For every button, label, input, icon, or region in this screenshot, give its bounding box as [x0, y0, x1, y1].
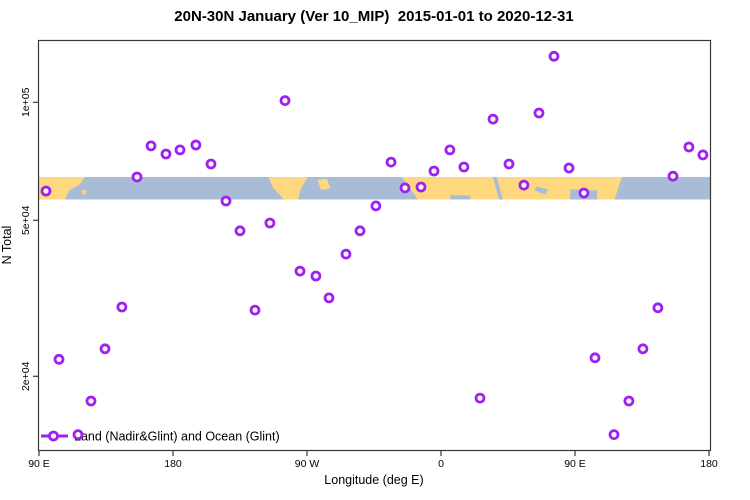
- x-tick-label: 90 E: [564, 458, 586, 470]
- data-point: [174, 144, 186, 156]
- data-point: [310, 270, 322, 282]
- y-tick-label: 1e+05: [20, 87, 32, 117]
- data-point: [652, 302, 664, 314]
- data-point: [220, 195, 232, 207]
- data-point: [279, 95, 291, 106]
- map-band-land: [81, 190, 86, 195]
- data-point: [563, 162, 575, 174]
- data-point: [40, 185, 52, 197]
- data-point: [145, 140, 157, 152]
- data-point: [294, 265, 306, 277]
- data-point: [578, 187, 590, 199]
- data-point: [234, 225, 246, 237]
- data-point: [548, 50, 560, 62]
- chart-title: 20N-30N January (Ver 10_MIP) 2015-01-01 …: [174, 8, 573, 25]
- x-tick-label: 0: [438, 458, 444, 470]
- data-point: [667, 170, 679, 182]
- data-point: [323, 292, 335, 304]
- plot-border: [37, 39, 712, 452]
- data-point: [249, 304, 261, 316]
- data-point: [385, 156, 397, 168]
- data-point: [205, 158, 217, 170]
- data-point: [131, 171, 143, 183]
- data-point: [637, 343, 649, 355]
- data-point: [370, 200, 382, 212]
- map-band-ocean-cutout: [449, 195, 471, 200]
- data-point: [99, 343, 111, 355]
- y-tick-label: 2e+04: [20, 361, 32, 391]
- data-point: [518, 179, 530, 191]
- data-point: [444, 144, 456, 156]
- data-point: [340, 248, 352, 260]
- data-point: [474, 392, 486, 404]
- x-tick-label: 180: [700, 458, 718, 470]
- data-point: [415, 181, 427, 193]
- data-point: [72, 429, 84, 441]
- data-point: [503, 158, 515, 170]
- y-tick-label: 5e+04: [20, 205, 32, 235]
- data-point: [190, 139, 202, 151]
- data-point: [428, 165, 440, 177]
- data-point: [458, 161, 470, 173]
- data-point: [116, 301, 128, 313]
- map-band-ocean-cutout: [534, 186, 549, 195]
- x-tick-label: 90 E: [28, 458, 50, 470]
- data-point: [85, 395, 97, 407]
- data-point: [697, 149, 709, 161]
- data-point: [399, 182, 411, 194]
- data-point: [354, 225, 366, 237]
- y-axis-label: N Total: [0, 226, 14, 265]
- data-point: [53, 353, 65, 365]
- legend-label: Land (Nadir&Glint) and Ocean (Glint): [74, 430, 280, 444]
- map-band-land: [402, 177, 622, 200]
- x-tick-label: 180: [164, 458, 182, 470]
- map-band-ocean-cutout: [492, 177, 503, 200]
- map-band-land: [317, 178, 331, 190]
- data-point: [533, 107, 545, 119]
- data-point: [589, 352, 601, 364]
- data-point: [683, 141, 695, 153]
- x-axis-label: Longitude (deg E): [324, 473, 423, 487]
- data-point: [264, 217, 276, 229]
- map-band-land: [268, 177, 308, 200]
- legend-marker: [48, 430, 59, 442]
- data-point: [487, 113, 499, 125]
- data-point: [608, 429, 620, 441]
- data-point: [160, 148, 172, 160]
- data-point: [623, 395, 635, 407]
- x-tick-label: 90 W: [295, 458, 320, 470]
